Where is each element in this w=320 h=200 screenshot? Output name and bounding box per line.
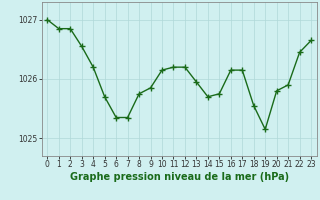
X-axis label: Graphe pression niveau de la mer (hPa): Graphe pression niveau de la mer (hPa) (70, 172, 289, 182)
